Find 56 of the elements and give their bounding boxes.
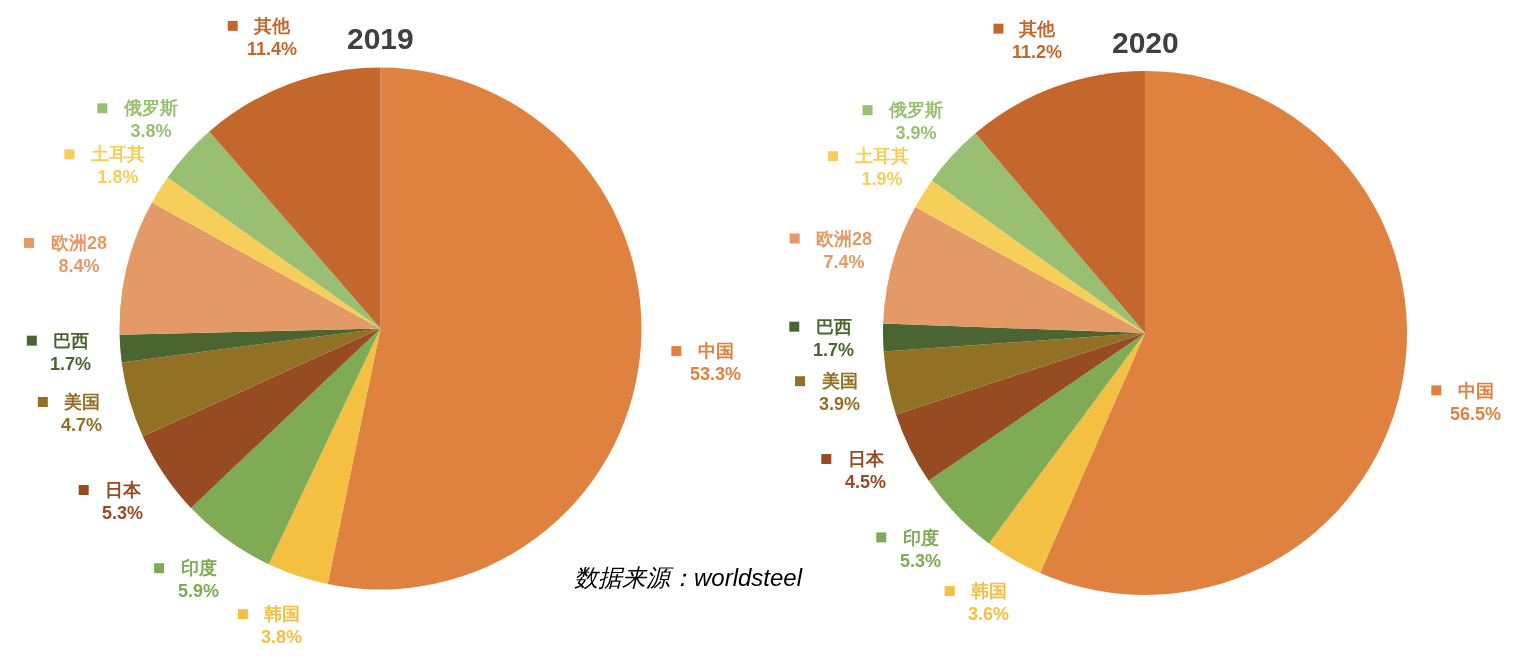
data-label: 11.2% xyxy=(1012,42,1063,63)
data-label: 8.4% xyxy=(58,256,100,277)
data-label: 1.7% xyxy=(813,340,855,361)
legend-label: 中国 xyxy=(697,341,734,361)
legend-label: 日本 xyxy=(847,449,885,469)
legend-label: 巴西 xyxy=(52,331,89,351)
legend-label: 韩国 xyxy=(969,581,1007,601)
legend-label: 欧洲28 xyxy=(51,233,108,253)
pie-slice xyxy=(883,333,1145,415)
pie-slice xyxy=(209,67,381,329)
pie-slice xyxy=(988,333,1145,574)
pie-slice xyxy=(151,177,381,329)
data-label: 3.9% xyxy=(895,123,937,144)
legend-label: 其他 xyxy=(253,16,292,36)
pie-slice xyxy=(142,328,381,508)
chart-title: 2020 xyxy=(1112,26,1179,59)
chart-title: 2019 xyxy=(347,22,414,55)
legend-label: 韩国 xyxy=(262,604,300,624)
data-label: 3.8% xyxy=(130,121,172,142)
data-label: 1.8% xyxy=(97,167,139,188)
source-note: 数据来源：worldsteel xyxy=(574,564,803,591)
legend-label: 美国 xyxy=(62,392,100,412)
pie-slice xyxy=(975,71,1145,333)
data-label: 5.3% xyxy=(900,551,942,572)
legend-label: 印度 xyxy=(180,558,217,578)
legend-label: 日本 xyxy=(104,480,142,500)
legend-label: 欧洲28 xyxy=(816,229,873,249)
legend-label: 巴西 xyxy=(815,317,852,337)
data-label: 3.6% xyxy=(968,604,1010,625)
pie-slice xyxy=(895,333,1145,481)
pie-slice xyxy=(883,207,1145,333)
legend-label: 俄罗斯 xyxy=(123,98,178,118)
pie-slice xyxy=(268,328,381,585)
data-label: 4.5% xyxy=(845,472,887,493)
legend-label: 俄罗斯 xyxy=(888,100,943,120)
data-label: 56.5% xyxy=(1450,404,1502,425)
legend-label: 土耳其 xyxy=(90,144,145,164)
data-label: 7.4% xyxy=(823,252,865,273)
data-label: 53.3% xyxy=(690,364,742,385)
pie-slice xyxy=(1040,71,1407,595)
legend-label: 中国 xyxy=(1457,381,1494,401)
pie-slice xyxy=(121,328,381,437)
pie-slice xyxy=(119,202,381,335)
legend-label: 其他 xyxy=(1018,19,1057,39)
legend-label: 印度 xyxy=(902,528,939,548)
data-label: 5.9% xyxy=(178,581,220,602)
data-label: 3.8% xyxy=(261,627,303,648)
pie-slice xyxy=(915,180,1145,333)
legend-label: 土耳其 xyxy=(854,146,909,166)
legend-label: 美国 xyxy=(820,371,858,391)
data-label: 1.7% xyxy=(50,354,92,375)
data-label: 11.4% xyxy=(247,39,298,60)
data-label: 5.3% xyxy=(102,503,144,524)
data-label: 4.7% xyxy=(61,415,103,436)
data-label: 1.9% xyxy=(861,169,903,190)
data-label: 3.9% xyxy=(819,394,861,415)
